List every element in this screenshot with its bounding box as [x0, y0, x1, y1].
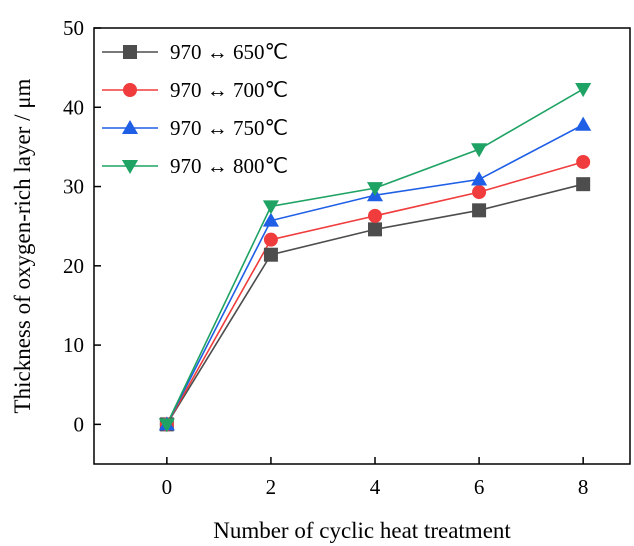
legend-marker-3 [121, 159, 139, 175]
data-point-s1-2 [368, 208, 383, 223]
y-tick-label-3: 30 [63, 175, 84, 199]
series-layer [158, 83, 592, 433]
x-tick-label-2: 4 [370, 475, 381, 499]
data-point-s3-4 [575, 83, 592, 98]
data-point-s3-3 [471, 143, 488, 158]
data-point-s1-3 [472, 185, 487, 200]
legend-label-2: 970 ↔ 750℃ [170, 116, 288, 140]
data-point-s1-4 [576, 154, 591, 169]
data-point-s3-1 [262, 200, 279, 215]
y-tick-label-1: 10 [63, 333, 84, 357]
y-tick-label-2: 20 [63, 254, 84, 278]
x-axis-title: Number of cyclic heat treatment [213, 518, 511, 543]
y-axis-title: Thickness of oxygen-rich layer / μm [10, 78, 35, 413]
data-point-s0-2 [368, 222, 383, 237]
data-point-s2-4 [575, 116, 592, 131]
data-point-s0-3 [472, 203, 487, 218]
legend: 970 ↔ 650℃ 970 ↔ 700℃ 970 ↔ 750℃ 970 ↔ 800℃ [102, 40, 288, 178]
data-point-s0-1 [263, 247, 278, 262]
data-point-s2-3 [471, 171, 488, 186]
data-point-s0-4 [576, 177, 591, 192]
legend-marker-0 [123, 45, 137, 59]
legend-label-3: 970 ↔ 800℃ [170, 154, 288, 178]
ticks-layer: 0 2 4 6 8 0 10 20 30 40 50 [63, 16, 588, 499]
x-tick-label-3: 6 [474, 475, 485, 499]
legend-marker-2 [121, 119, 139, 135]
x-tick-label-0: 0 [162, 475, 173, 499]
data-point-s2-1 [262, 212, 279, 227]
legend-label-0: 970 ↔ 650℃ [170, 40, 288, 64]
data-point-s3-0 [158, 418, 175, 433]
y-tick-label-0: 0 [74, 412, 85, 436]
data-point-s3-2 [366, 182, 384, 197]
data-point-s1-1 [263, 232, 278, 247]
x-tick-label-4: 8 [578, 475, 589, 499]
legend-label-1: 970 ↔ 700℃ [170, 78, 288, 102]
x-tick-label-1: 2 [266, 475, 277, 499]
legend-marker-1 [123, 83, 137, 97]
plot-frame [93, 27, 631, 465]
y-tick-label-4: 40 [63, 95, 84, 119]
y-tick-label-5: 50 [63, 16, 84, 40]
